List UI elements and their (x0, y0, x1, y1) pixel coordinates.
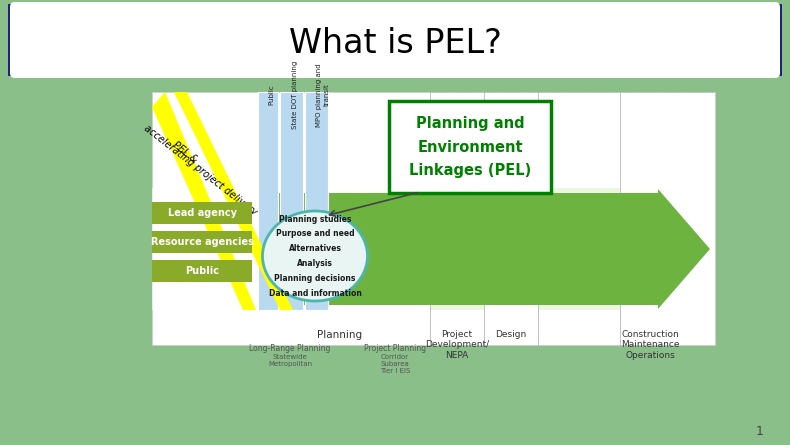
Text: Design: Design (495, 330, 527, 339)
FancyBboxPatch shape (10, 2, 780, 78)
Bar (280, 92, 303, 310)
Text: State DOT planning: State DOT planning (292, 61, 298, 129)
Bar (258, 92, 278, 310)
Ellipse shape (262, 211, 367, 301)
Bar (620, 188, 715, 310)
Text: Alternatives: Alternatives (288, 244, 341, 253)
Text: PEL &: PEL & (171, 139, 199, 165)
Text: Analysis: Analysis (297, 259, 333, 268)
Polygon shape (174, 92, 293, 310)
Text: Planning decisions: Planning decisions (274, 274, 356, 283)
Text: MPO planning and
transit: MPO planning and transit (317, 63, 329, 127)
Polygon shape (152, 92, 256, 310)
Text: Long-Range Planning: Long-Range Planning (250, 344, 331, 353)
Text: Project Planning: Project Planning (364, 344, 426, 353)
Bar (152, 260, 252, 282)
Bar (305, 92, 328, 310)
Text: Planning studies: Planning studies (279, 214, 352, 223)
Text: Planning: Planning (318, 330, 363, 340)
Text: Corridor
Subarea
Tier I EIS: Corridor Subarea Tier I EIS (380, 354, 410, 374)
Text: Purpose and need: Purpose and need (276, 229, 354, 239)
Text: Construction
Maintenance
Operations: Construction Maintenance Operations (621, 330, 679, 360)
FancyBboxPatch shape (389, 101, 551, 193)
Text: Project
Development/
NEPA: Project Development/ NEPA (425, 330, 489, 360)
Text: Planning and
Environment
Linkages (PEL): Planning and Environment Linkages (PEL) (409, 116, 531, 178)
Bar (152, 231, 252, 253)
Text: accelerating project delivery: accelerating project delivery (141, 123, 258, 217)
Bar (152, 202, 252, 224)
Bar (152, 92, 715, 345)
Text: Resource agencies: Resource agencies (151, 237, 254, 247)
Bar (538, 188, 620, 310)
Bar (484, 188, 538, 310)
Bar (430, 188, 484, 310)
Text: Lead agency: Lead agency (167, 208, 236, 218)
Text: Data and information: Data and information (269, 288, 362, 298)
Bar (8, 4, 782, 76)
Text: Public: Public (185, 266, 219, 276)
Text: Statewide
Metropolitan: Statewide Metropolitan (268, 354, 312, 367)
Bar (152, 188, 430, 310)
Text: What is PEL?: What is PEL? (288, 27, 502, 60)
Text: 1: 1 (756, 425, 764, 438)
Polygon shape (258, 189, 710, 309)
Text: Public: Public (268, 85, 274, 105)
